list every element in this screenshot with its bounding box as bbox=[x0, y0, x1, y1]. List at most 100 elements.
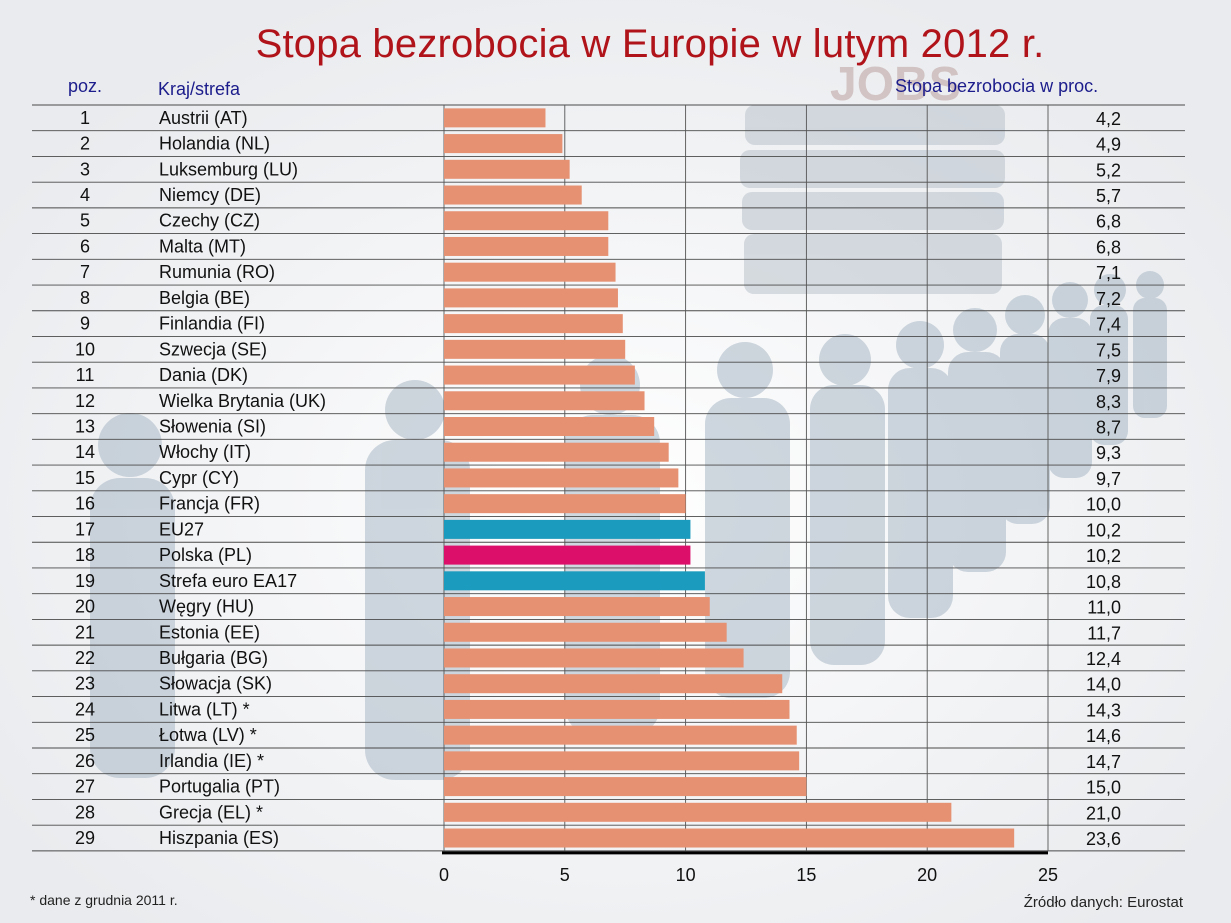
value-label: 10,2 bbox=[1086, 520, 1121, 540]
country-label: Słowacja (SK) bbox=[159, 674, 272, 694]
footnote: * dane z grudnia 2011 r. bbox=[30, 892, 178, 908]
country-label: Dania (DK) bbox=[159, 365, 248, 385]
value-label: 10,2 bbox=[1086, 546, 1121, 566]
position-label: 8 bbox=[80, 288, 90, 308]
country-label: EU27 bbox=[159, 519, 204, 539]
bar bbox=[444, 622, 727, 642]
country-label: Portugalia (PT) bbox=[159, 777, 280, 797]
value-label: 21,0 bbox=[1086, 803, 1121, 823]
bar bbox=[444, 442, 669, 462]
position-label: 12 bbox=[75, 391, 95, 411]
x-tick-label: 15 bbox=[796, 865, 816, 885]
country-label: Litwa (LT) * bbox=[159, 699, 250, 719]
bar bbox=[444, 365, 635, 385]
position-label: 16 bbox=[75, 494, 95, 514]
bar bbox=[444, 571, 705, 591]
position-label: 24 bbox=[75, 699, 95, 719]
value-label: 10,8 bbox=[1086, 572, 1121, 592]
country-label: Finlandia (FI) bbox=[159, 314, 265, 334]
bar bbox=[444, 648, 744, 668]
country-label: Niemcy (DE) bbox=[159, 185, 261, 205]
value-label: 12,4 bbox=[1086, 649, 1121, 669]
value-label: 7,9 bbox=[1096, 366, 1121, 386]
country-label: Strefa euro EA17 bbox=[159, 571, 297, 591]
position-label: 5 bbox=[80, 211, 90, 231]
value-label: 8,3 bbox=[1096, 392, 1121, 412]
bar bbox=[444, 828, 1015, 848]
country-label: Grecja (EL) * bbox=[159, 802, 263, 822]
country-label: Rumunia (RO) bbox=[159, 262, 275, 282]
country-label: Szwecja (SE) bbox=[159, 339, 267, 359]
value-label: 9,3 bbox=[1096, 443, 1121, 463]
bar bbox=[444, 519, 691, 539]
position-label: 15 bbox=[75, 468, 95, 488]
country-label: Bułgaria (BG) bbox=[159, 648, 268, 668]
x-tick-label: 5 bbox=[560, 865, 570, 885]
position-label: 23 bbox=[75, 674, 95, 694]
bar bbox=[444, 725, 797, 745]
jobs-sign-text: JOBS bbox=[830, 58, 961, 111]
x-tick-label: 20 bbox=[917, 865, 937, 885]
position-label: 29 bbox=[75, 828, 95, 848]
header-country: Kraj/strefa bbox=[158, 79, 241, 99]
position-label: 19 bbox=[75, 571, 95, 591]
x-tick-label: 10 bbox=[676, 865, 696, 885]
value-label: 23,6 bbox=[1086, 829, 1121, 849]
country-label: Irlandia (IE) * bbox=[159, 751, 264, 771]
country-label: Łotwa (LV) * bbox=[159, 725, 257, 745]
value-label: 14,7 bbox=[1086, 752, 1121, 772]
country-label: Polska (PL) bbox=[159, 545, 252, 565]
position-label: 13 bbox=[75, 417, 95, 437]
position-label: 10 bbox=[75, 339, 95, 359]
position-label: 6 bbox=[80, 236, 90, 256]
value-label: 11,7 bbox=[1087, 623, 1121, 643]
bar bbox=[444, 211, 609, 231]
country-label: Estonia (EE) bbox=[159, 622, 260, 642]
position-label: 25 bbox=[75, 725, 95, 745]
bar bbox=[444, 597, 710, 617]
position-label: 11 bbox=[76, 365, 95, 385]
country-label: Węgry (HU) bbox=[159, 597, 254, 617]
value-label: 11,0 bbox=[1087, 598, 1121, 618]
country-label: Czechy (CZ) bbox=[159, 211, 260, 231]
country-label: Włochy (IT) bbox=[159, 442, 251, 462]
bar bbox=[444, 288, 618, 308]
header-rate: Stopa bezrobocia w proc. bbox=[895, 76, 1099, 96]
country-label: Austrii (AT) bbox=[159, 108, 248, 128]
position-label: 27 bbox=[75, 777, 95, 797]
position-label: 14 bbox=[75, 442, 95, 462]
value-label: 8,7 bbox=[1096, 418, 1121, 438]
value-label: 4,9 bbox=[1096, 135, 1121, 155]
position-label: 20 bbox=[75, 597, 95, 617]
value-label: 5,2 bbox=[1096, 160, 1121, 180]
position-label: 28 bbox=[75, 802, 95, 822]
bar bbox=[444, 262, 616, 282]
value-label: 4,2 bbox=[1096, 109, 1121, 129]
bar bbox=[444, 494, 686, 514]
value-label: 5,7 bbox=[1096, 186, 1121, 206]
bar bbox=[444, 417, 655, 436]
position-label: 21 bbox=[75, 622, 95, 642]
country-label: Malta (MT) bbox=[159, 236, 246, 256]
value-label: 14,3 bbox=[1086, 700, 1121, 720]
value-label: 15,0 bbox=[1086, 778, 1121, 798]
bar bbox=[444, 236, 609, 256]
position-label: 2 bbox=[80, 134, 90, 154]
x-tick-label: 25 bbox=[1038, 865, 1058, 885]
country-label: Francja (FR) bbox=[159, 494, 260, 514]
position-label: 22 bbox=[75, 648, 95, 668]
value-label: 7,5 bbox=[1096, 340, 1121, 360]
country-label: Wielka Brytania (UK) bbox=[159, 391, 326, 411]
value-label: 9,7 bbox=[1096, 469, 1121, 489]
header-position: poz. bbox=[68, 76, 103, 96]
bar bbox=[444, 545, 691, 565]
position-label: 3 bbox=[80, 159, 90, 179]
value-label: 14,6 bbox=[1086, 726, 1121, 746]
position-label: 17 bbox=[75, 519, 95, 539]
value-label: 14,0 bbox=[1086, 675, 1121, 695]
value-label: 7,4 bbox=[1096, 315, 1121, 335]
value-label: 6,8 bbox=[1096, 237, 1121, 257]
bar bbox=[444, 314, 623, 334]
bar bbox=[444, 134, 563, 154]
